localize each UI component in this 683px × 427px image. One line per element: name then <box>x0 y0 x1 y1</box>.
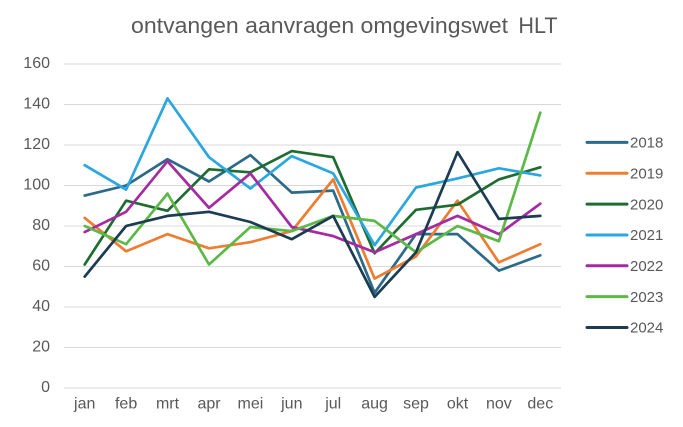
svg-text:jul: jul <box>324 396 341 413</box>
svg-text:40: 40 <box>32 298 50 315</box>
svg-text:sep: sep <box>403 396 429 413</box>
svg-text:okt: okt <box>447 396 469 413</box>
svg-text:2021: 2021 <box>630 227 663 244</box>
svg-text:20: 20 <box>32 339 50 356</box>
svg-text:2019: 2019 <box>630 165 663 182</box>
svg-text:jun: jun <box>280 396 302 413</box>
svg-text:2020: 2020 <box>630 196 663 213</box>
svg-text:mei: mei <box>238 396 264 413</box>
svg-text:80: 80 <box>32 217 50 234</box>
svg-text:60: 60 <box>32 258 50 275</box>
svg-text:apr: apr <box>197 396 221 413</box>
svg-text:2024: 2024 <box>630 320 663 337</box>
svg-text:140: 140 <box>23 96 50 113</box>
svg-text:2023: 2023 <box>630 289 663 306</box>
svg-text:2018: 2018 <box>630 135 663 152</box>
svg-text:nov: nov <box>486 396 512 413</box>
svg-text:mrt: mrt <box>156 396 180 413</box>
svg-text:dec: dec <box>527 396 553 413</box>
svg-text:feb: feb <box>115 396 137 413</box>
svg-text:100: 100 <box>23 177 50 194</box>
svg-text:120: 120 <box>23 136 50 153</box>
svg-text:2022: 2022 <box>630 258 663 275</box>
svg-text:ontvangen aanvragen omgevingsw: ontvangen aanvragen omgevingswet HLT <box>131 13 558 38</box>
svg-text:160: 160 <box>23 55 50 72</box>
svg-text:aug: aug <box>361 396 388 413</box>
svg-text:0: 0 <box>41 379 50 396</box>
svg-text:jan: jan <box>73 396 95 413</box>
